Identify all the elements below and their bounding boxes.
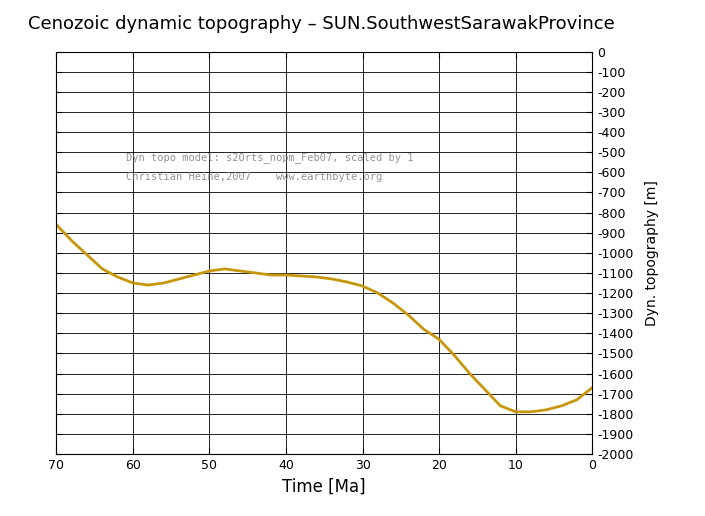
Text: Christian Heine,2007    www.earthbyte.org: Christian Heine,2007 www.earthbyte.org <box>126 172 382 182</box>
Text: Cenozoic dynamic topography – SUN.SouthwestSarawakProvince: Cenozoic dynamic topography – SUN.Southw… <box>28 15 615 34</box>
Text: Dyn topo model: s20rts_nopm_Feb07, scaled by 1: Dyn topo model: s20rts_nopm_Feb07, scale… <box>126 152 414 163</box>
Y-axis label: Dyn. topography [m]: Dyn. topography [m] <box>644 180 658 326</box>
X-axis label: Time [Ma]: Time [Ma] <box>283 477 366 495</box>
